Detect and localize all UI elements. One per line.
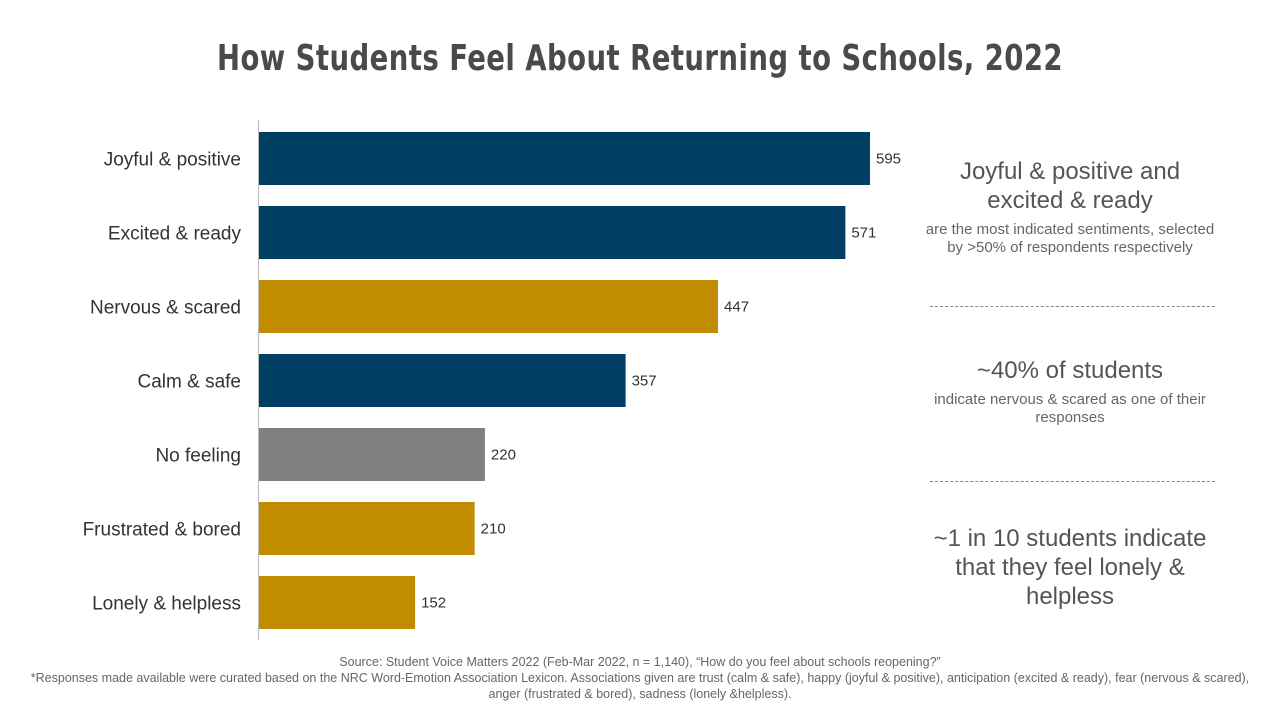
value-label-1: 571 (851, 225, 876, 242)
category-label-4: No feeling (155, 446, 241, 467)
callout-2-sub: indicate nervous & scared as one of thei… (934, 391, 1206, 426)
callout-2-head: ~40% of students (976, 357, 1164, 384)
category-label-2: Nervous & scared (90, 298, 241, 319)
value-label-3: 357 (632, 373, 657, 390)
category-label-3: Calm & safe (138, 372, 241, 393)
callout-1-sub: are the most indicated sentiments, selec… (925, 221, 1215, 256)
callout-1: Joyful & positive and excited & ready ar… (925, 157, 1215, 257)
bar-3 (259, 354, 626, 407)
category-label-6: Lonely & helpless (92, 594, 241, 615)
value-label-4: 220 (491, 447, 516, 464)
category-label-0: Joyful & positive (104, 150, 241, 171)
chart-title: How Students Feel About Returning to Sch… (217, 38, 1063, 79)
callout-divider-2 (930, 481, 1215, 482)
value-label-6: 152 (421, 595, 446, 612)
value-label-2: 447 (724, 299, 749, 316)
category-label-1: Excited & ready (108, 224, 242, 245)
value-label-5: 210 (481, 521, 506, 538)
bar-2 (259, 280, 719, 333)
callout-3-head: ~1 in 10 students indicate that they fee… (933, 525, 1207, 610)
callout-3: ~1 in 10 students indicate that they fee… (925, 524, 1215, 611)
source-text: Source: Student Voice Matters 2022 (Feb-… (339, 655, 941, 669)
footnote-text: *Responses made available were curated b… (30, 671, 1250, 701)
bar-4 (259, 428, 485, 481)
callout-divider-1 (930, 306, 1215, 307)
bar-6 (259, 576, 416, 629)
bar-0 (259, 132, 870, 185)
category-label-5: Frustrated & bored (83, 520, 241, 541)
source-note: Source: Student Voice Matters 2022 (Feb-… (20, 654, 1260, 702)
bar-5 (259, 502, 475, 555)
value-label-0: 595 (876, 151, 901, 168)
bar-1 (259, 206, 846, 259)
callout-2: ~40% of students indicate nervous & scar… (925, 356, 1215, 427)
callout-1-head: Joyful & positive and excited & ready (959, 158, 1181, 214)
